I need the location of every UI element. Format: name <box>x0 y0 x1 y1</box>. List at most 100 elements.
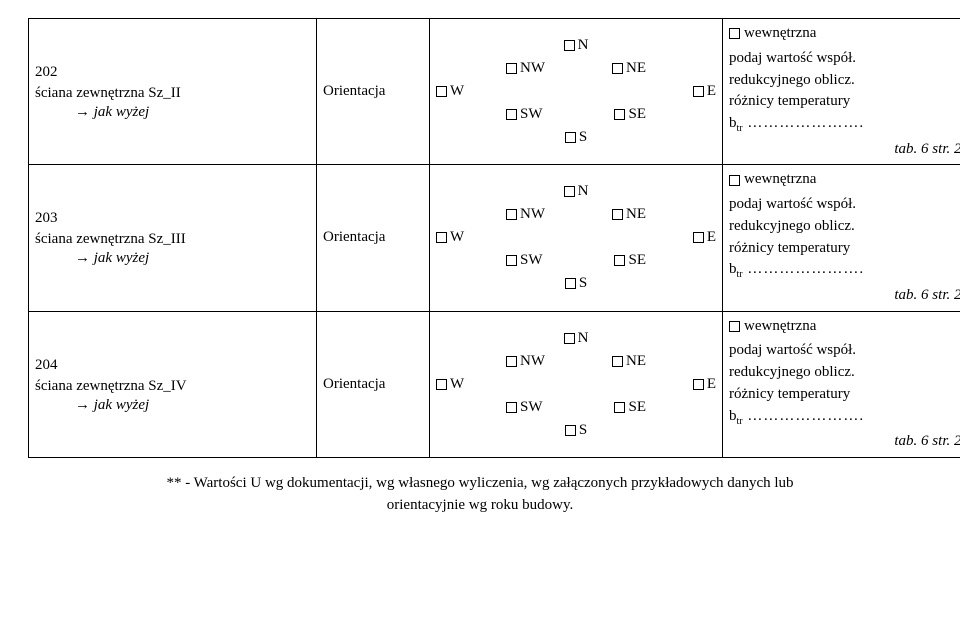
checkbox-icon[interactable] <box>564 40 575 51</box>
checkbox-icon[interactable] <box>564 186 575 197</box>
row-id: 204 <box>35 355 310 376</box>
table-row: 202ściana zewnętrzna Sz_II→ jak wyżejOri… <box>29 19 960 165</box>
checkbox-icon[interactable] <box>729 175 740 186</box>
checkbox-icon[interactable] <box>436 379 447 390</box>
compass-label-nw: NW <box>520 353 545 370</box>
compass-label-se: SE <box>628 399 646 416</box>
notes-cell: wewnętrzna podaj wartość współ.redukcyjne… <box>723 165 960 311</box>
checkbox-icon[interactable] <box>506 109 517 120</box>
compass-label-n: N <box>578 183 589 200</box>
checkbox-icon[interactable] <box>436 86 447 97</box>
checkbox-icon[interactable] <box>614 109 625 120</box>
tab-reference: tab. 6 str. 29 <box>729 137 960 161</box>
compass-label-nw: NW <box>520 206 545 223</box>
note-line: podaj wartość współ. <box>729 340 960 362</box>
note-line: redukcyjnego oblicz. <box>729 70 960 92</box>
compass-label-ne: NE <box>626 206 646 223</box>
as-above: → jak wyżej <box>35 397 310 414</box>
wall-orientation-table: 202ściana zewnętrzna Sz_II→ jak wyżejOri… <box>28 18 960 458</box>
compass-label-sw: SW <box>520 252 543 269</box>
note-line: podaj wartość współ. <box>729 194 960 216</box>
compass-label-w: W <box>450 229 464 246</box>
footnote: ** - Wartości U wg dokumentacji, wg włas… <box>28 472 932 517</box>
orientation-label-cell: Orientacja <box>317 19 430 165</box>
compass-label-se: SE <box>628 106 646 123</box>
checkbox-icon[interactable] <box>729 28 740 39</box>
checkbox-icon[interactable] <box>693 86 704 97</box>
tab-reference: tab. 6 str. 29 <box>729 429 960 453</box>
footnote-line1: ** - Wartości U wg dokumentacji, wg włas… <box>166 475 793 491</box>
compass-cell: N NW NE W E SW SE S <box>430 311 723 457</box>
compass-label-e: E <box>707 83 716 100</box>
notes-cell: wewnętrzna podaj wartość współ.redukcyjne… <box>723 19 960 165</box>
checkbox-icon[interactable] <box>506 356 517 367</box>
btr-line: btr …………………. <box>729 113 960 137</box>
btr-line: btr …………………. <box>729 406 960 430</box>
compass-label-s: S <box>579 275 587 292</box>
note-line: różnicy temperatury <box>729 91 960 113</box>
table-row: 203ściana zewnętrzna Sz_III→ jak wyżejOr… <box>29 165 960 311</box>
compass-label-sw: SW <box>520 399 543 416</box>
checkbox-icon[interactable] <box>565 132 576 143</box>
compass-label-e: E <box>707 229 716 246</box>
checkbox-icon[interactable] <box>564 333 575 344</box>
wall-cell: 203ściana zewnętrzna Sz_III→ jak wyżej <box>29 165 317 311</box>
compass-label-n: N <box>578 37 589 54</box>
wall-name: ściana zewnętrzna Sz_III <box>35 229 310 250</box>
note-line: różnicy temperatury <box>729 238 960 260</box>
checkbox-icon[interactable] <box>436 232 447 243</box>
row-id: 203 <box>35 208 310 229</box>
checkbox-icon[interactable] <box>506 402 517 413</box>
checkbox-icon[interactable] <box>614 255 625 266</box>
footnote-line2: orientacyjnie wg roku budowy. <box>387 497 573 513</box>
table-row: 204ściana zewnętrzna Sz_IV→ jak wyżejOri… <box>29 311 960 457</box>
checkbox-icon[interactable] <box>612 63 623 74</box>
compass-label-w: W <box>450 376 464 393</box>
checkbox-icon[interactable] <box>612 356 623 367</box>
wall-cell: 204ściana zewnętrzna Sz_IV→ jak wyżej <box>29 311 317 457</box>
tab-reference: tab. 6 str. 29 <box>729 283 960 307</box>
wall-cell: 202ściana zewnętrzna Sz_II→ jak wyżej <box>29 19 317 165</box>
checkbox-icon[interactable] <box>614 402 625 413</box>
checkbox-icon[interactable] <box>693 232 704 243</box>
compass-label-se: SE <box>628 252 646 269</box>
inner-label: wewnętrzna <box>744 316 816 338</box>
compass-grid: N NW NE W E SW SE S <box>436 183 716 292</box>
checkbox-icon[interactable] <box>506 209 517 220</box>
note-line: redukcyjnego oblicz. <box>729 362 960 384</box>
compass-grid: N NW NE W E SW SE S <box>436 330 716 439</box>
inner-label: wewnętrzna <box>744 23 816 45</box>
compass-label-s: S <box>579 422 587 439</box>
as-above: → jak wyżej <box>35 104 310 121</box>
compass-label-s: S <box>579 129 587 146</box>
inner-label: wewnętrzna <box>744 169 816 191</box>
compass-label-sw: SW <box>520 106 543 123</box>
checkbox-icon[interactable] <box>565 278 576 289</box>
as-above: → jak wyżej <box>35 250 310 267</box>
compass-cell: N NW NE W E SW SE S <box>430 19 723 165</box>
btr-line: btr …………………. <box>729 259 960 283</box>
checkbox-icon[interactable] <box>729 321 740 332</box>
checkbox-icon[interactable] <box>612 209 623 220</box>
compass-label-nw: NW <box>520 60 545 77</box>
orientation-label-cell: Orientacja <box>317 165 430 311</box>
checkbox-icon[interactable] <box>506 63 517 74</box>
notes-cell: wewnętrznapodaj wartość współ.redukcyjne… <box>723 311 960 457</box>
compass-label-n: N <box>578 330 589 347</box>
row-id: 202 <box>35 62 310 83</box>
compass-label-w: W <box>450 83 464 100</box>
orientation-label-cell: Orientacja <box>317 311 430 457</box>
note-line: podaj wartość współ. <box>729 48 960 70</box>
compass-grid: N NW NE W E SW SE S <box>436 37 716 146</box>
note-line: redukcyjnego oblicz. <box>729 216 960 238</box>
compass-cell: N NW NE W E SW SE S <box>430 165 723 311</box>
compass-label-ne: NE <box>626 60 646 77</box>
note-line: różnicy temperatury <box>729 384 960 406</box>
checkbox-icon[interactable] <box>506 255 517 266</box>
compass-label-ne: NE <box>626 353 646 370</box>
checkbox-icon[interactable] <box>565 425 576 436</box>
wall-name: ściana zewnętrzna Sz_IV <box>35 376 310 397</box>
wall-name: ściana zewnętrzna Sz_II <box>35 83 310 104</box>
compass-label-e: E <box>707 376 716 393</box>
checkbox-icon[interactable] <box>693 379 704 390</box>
